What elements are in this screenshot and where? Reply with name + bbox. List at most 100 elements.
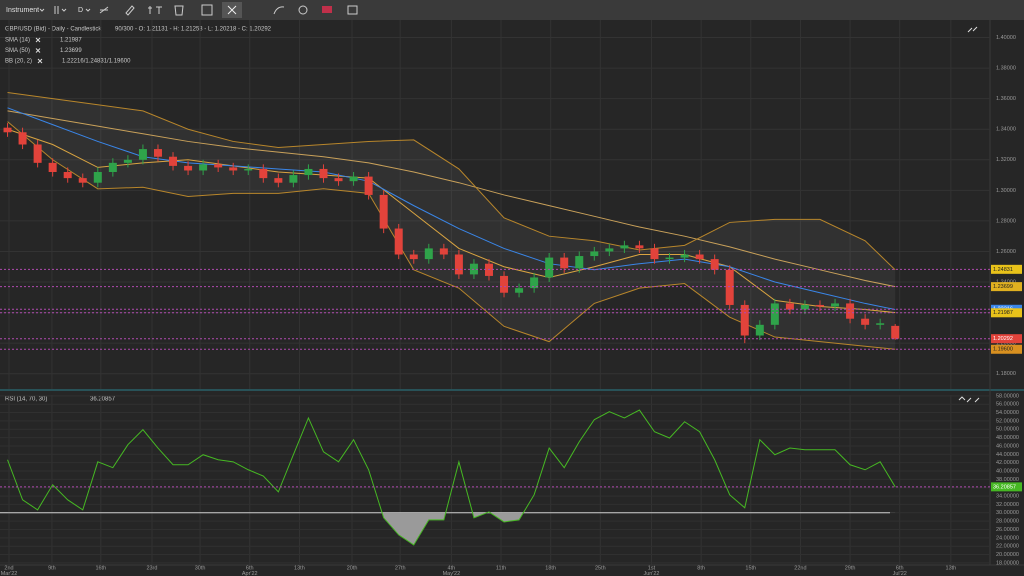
candle-body — [454, 254, 463, 275]
candle-body — [108, 162, 117, 173]
rsi-last-box — [991, 482, 1022, 492]
rsi-last-label: 36.20857 — [993, 484, 1016, 490]
month-label: Jun'22 — [643, 571, 659, 576]
candle-body — [605, 248, 614, 252]
x-tick-label: 30th — [195, 565, 206, 571]
candle-body — [259, 168, 268, 179]
y-tick-label: 1.28000 — [996, 218, 1016, 224]
y-tick-label: 1.30000 — [996, 188, 1016, 194]
chart-title: GBP/USD (Bid) - Daily - Candlestick — [5, 27, 102, 33]
rsi-title: RSI (14, 70, 30) — [5, 397, 47, 403]
crosshair-icon[interactable] — [227, 5, 237, 15]
candle-body — [740, 304, 749, 336]
instrument-menu[interactable]: Instrument — [6, 7, 39, 14]
x-tick-label: 16th — [95, 565, 106, 571]
candle-body — [33, 144, 42, 163]
indicator-line — [7, 128, 896, 314]
candle-body — [846, 303, 855, 319]
candle-body — [545, 257, 554, 278]
x-tick-label: 2nd — [4, 565, 13, 571]
indicator-name: SMA (14) — [5, 38, 30, 44]
ohlc-readout: 90/300 - O: 1.21131 - H: 1.21253 - L: 1.… — [115, 27, 272, 33]
rsi-tick-label: 54.00000 — [996, 410, 1019, 416]
theme-icon[interactable] — [298, 5, 308, 15]
timeframe-menu[interactable]: D — [78, 7, 83, 14]
indicator-reading: 1.23699 — [60, 48, 82, 54]
price-level-box — [991, 282, 1022, 292]
indicator-controls[interactable] — [37, 58, 43, 64]
y-tick-label: 1.26000 — [996, 249, 1016, 255]
candle-body — [63, 172, 72, 179]
candle-body — [274, 178, 283, 183]
pane-controls[interactable] — [958, 26, 980, 403]
x-tick-label: 29th — [845, 565, 856, 571]
candle-body — [334, 178, 343, 182]
rsi-tick-label: 30.00000 — [996, 510, 1019, 516]
month-label: Mar'22 — [1, 571, 18, 576]
candle-body — [785, 303, 794, 310]
candle-body — [93, 172, 102, 183]
x-tick-label: 1st — [648, 565, 656, 571]
indicator-name: SMA (50) — [5, 48, 30, 54]
x-tick-label: 18th — [545, 565, 556, 571]
dropdown-icon[interactable] — [85, 8, 91, 12]
x-tick-label: 27th — [395, 565, 406, 571]
y-tick-label: 1.18000 — [996, 371, 1016, 377]
bollinger-fill — [7, 92, 896, 350]
price-level-box — [991, 264, 1022, 274]
candle-body — [304, 168, 313, 176]
candle-body — [349, 176, 358, 182]
rsi-tick-label: 32.00000 — [996, 502, 1019, 508]
candle-body — [244, 168, 253, 171]
candle-body — [800, 304, 809, 310]
indicator-name: BB (20, 2) — [5, 59, 32, 65]
month-label: Jul'22 — [893, 571, 907, 576]
candle-body — [560, 257, 569, 269]
candle-body — [876, 323, 885, 325]
rsi-tick-label: 38.00000 — [996, 477, 1019, 483]
layout-icon[interactable] — [201, 4, 213, 16]
candle-body — [153, 149, 162, 157]
pause-icon[interactable] — [54, 6, 59, 14]
candle-body — [725, 269, 734, 305]
rsi-tick-label: 58.00000 — [996, 393, 1019, 399]
language-flag[interactable] — [322, 6, 332, 13]
rsi-tick-label: 56.00000 — [996, 402, 1019, 408]
indicator-controls[interactable] — [35, 37, 41, 43]
x-tick-label: 15th — [745, 565, 756, 571]
price-level-box — [991, 334, 1022, 344]
dropdown-icon[interactable] — [39, 8, 45, 12]
candle-body — [424, 248, 433, 260]
y-tick-label: 1.20000 — [996, 341, 1016, 347]
candle-body — [815, 304, 824, 307]
x-tick-label: 25th — [595, 565, 606, 571]
dropdown-icon[interactable] — [61, 8, 67, 12]
month-label: May'22 — [443, 571, 461, 576]
draw-line-icon[interactable] — [99, 6, 109, 14]
price-level-label: 1.23699 — [993, 284, 1013, 290]
price-level-box — [991, 308, 1022, 318]
x-tick-label: 13th — [946, 565, 957, 571]
share-icon[interactable] — [273, 6, 285, 15]
candle-body — [123, 159, 132, 163]
rsi-tick-label: 34.00000 — [996, 494, 1019, 500]
y-tick-label: 1.36000 — [996, 96, 1016, 102]
candle-body — [289, 175, 298, 183]
y-tick-label: 1.34000 — [996, 127, 1016, 133]
indicator-line — [7, 92, 896, 271]
popout-icon[interactable] — [347, 5, 358, 15]
text-icon[interactable] — [148, 6, 162, 14]
candle-body — [695, 254, 704, 260]
price-level-label: 1.19600 — [993, 347, 1013, 353]
rsi-tick-label: 48.00000 — [996, 435, 1019, 441]
candle-body — [379, 194, 388, 229]
x-tick-label: 9th — [48, 565, 56, 571]
indicator-controls[interactable] — [35, 48, 41, 53]
delete-icon[interactable] — [174, 5, 184, 16]
candle-body — [319, 168, 328, 179]
rsi-tick-label: 20.00000 — [996, 552, 1019, 558]
pen-icon[interactable] — [125, 5, 135, 16]
candle-body — [229, 167, 238, 171]
